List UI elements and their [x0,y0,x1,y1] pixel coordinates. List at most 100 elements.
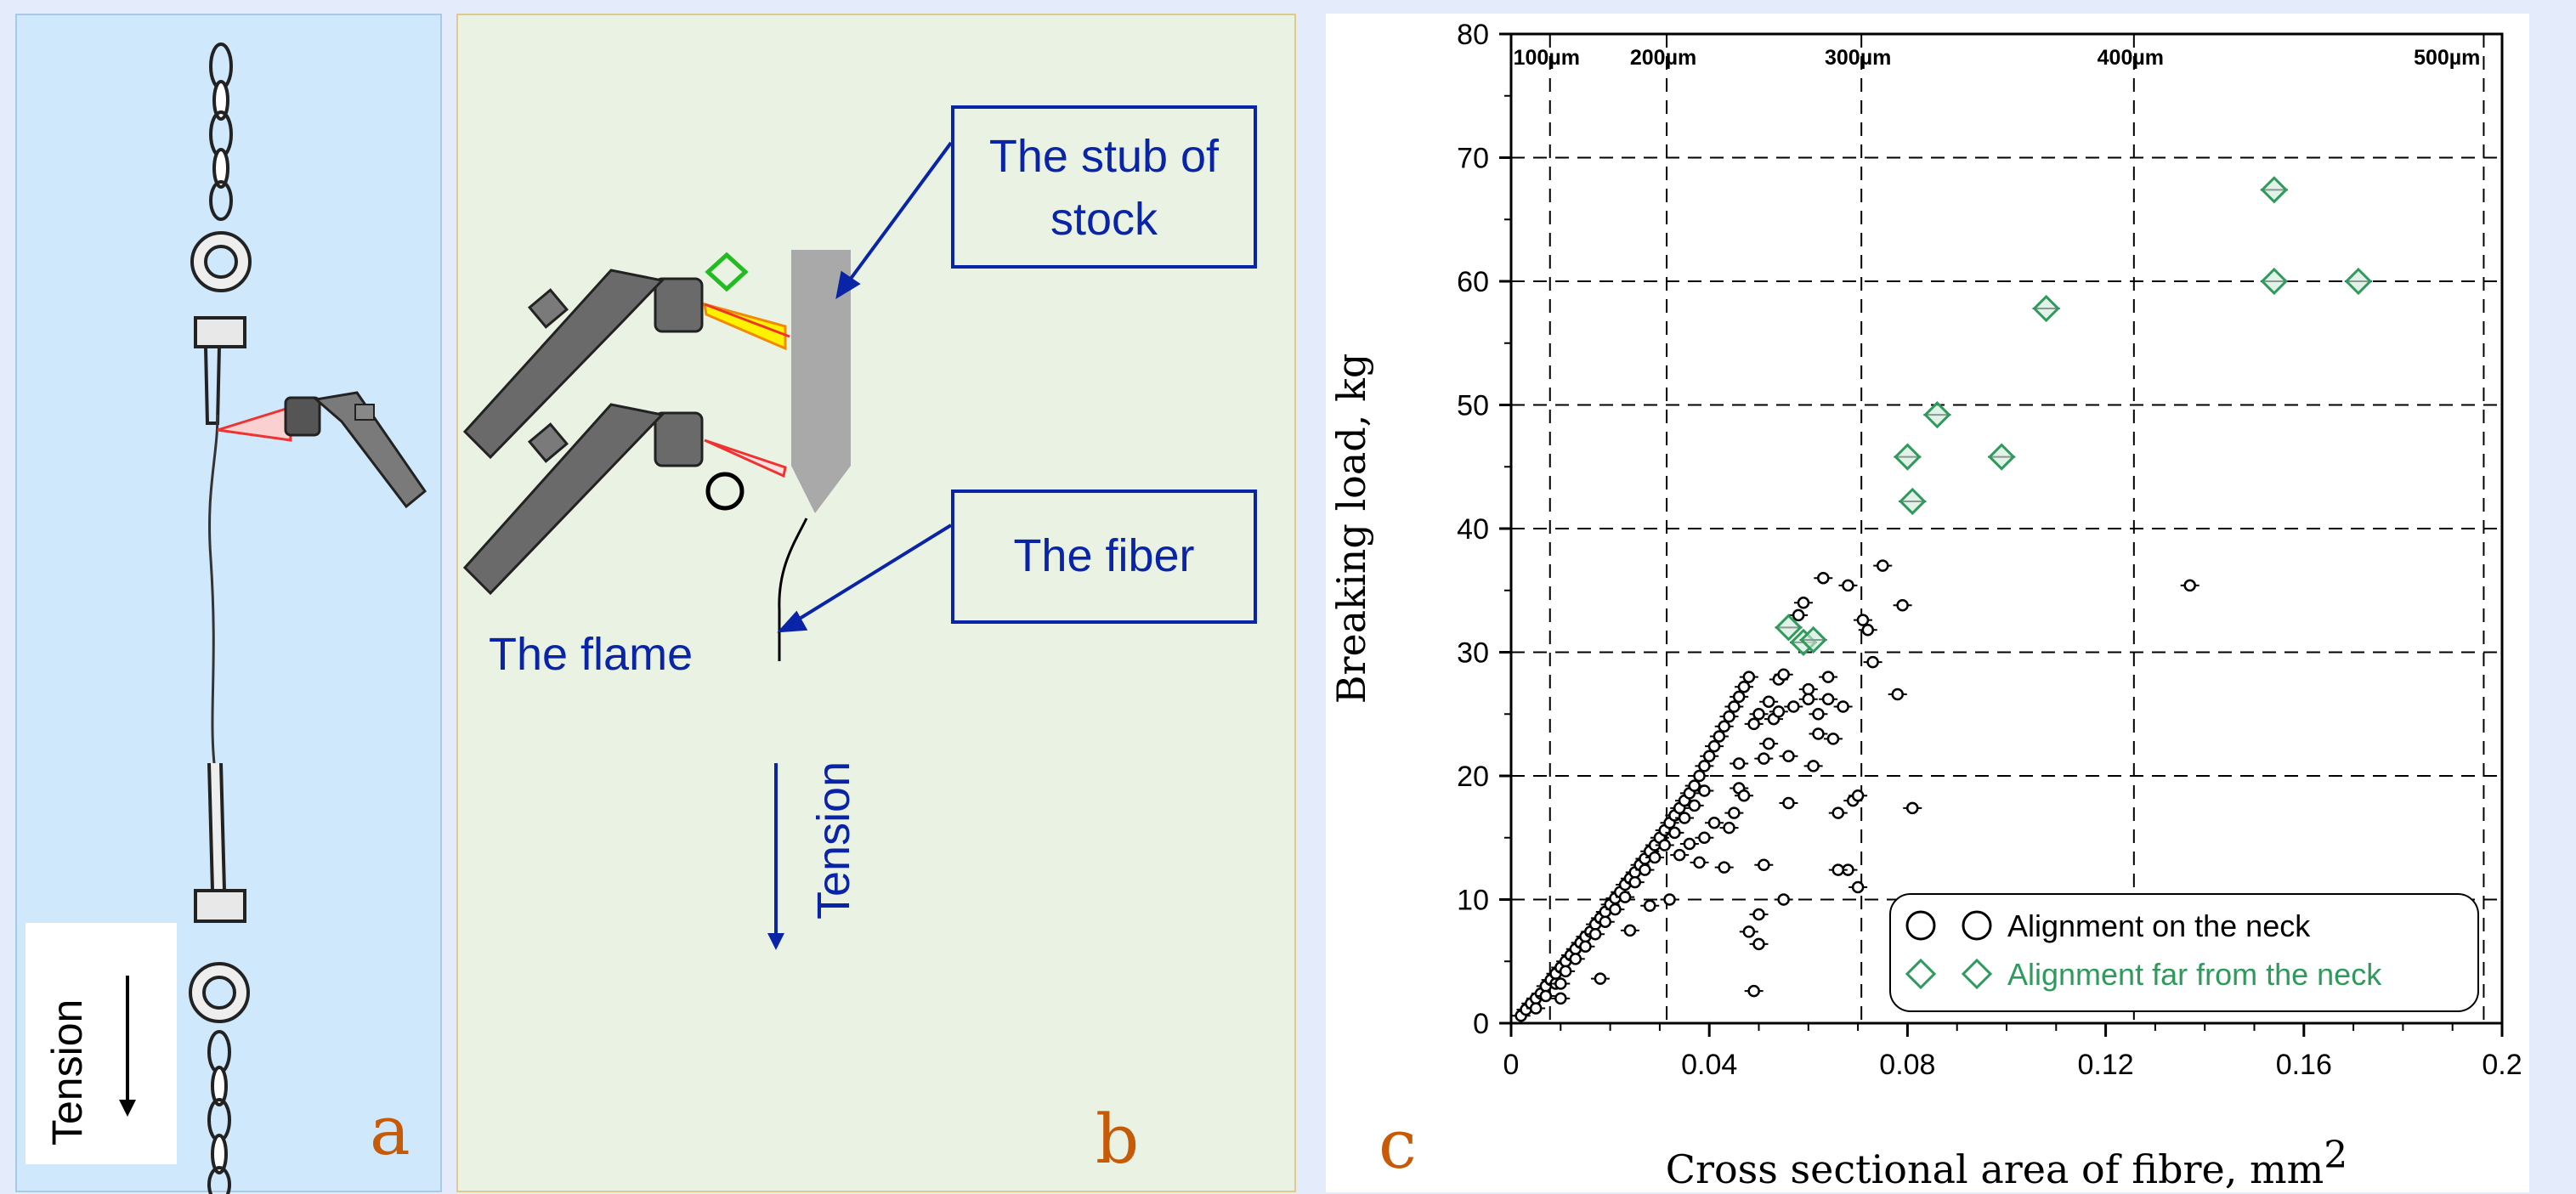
neck-data-point [1526,1002,1546,1015]
neck-marker [1668,826,1681,840]
neck-data-point [1730,690,1749,704]
neck-marker [1732,690,1746,704]
neck-data-point [1695,831,1714,844]
far-data-point [1894,443,1922,471]
panel-b: The stub of stock The fiber The flame Te… [456,14,1296,1192]
neck-marker [1529,1002,1543,1015]
neck-marker [1554,992,1567,1005]
neck-data-point [1798,682,1818,696]
neck-data-point [1735,789,1754,802]
neck-data-point [1809,708,1828,721]
tension-arrow-icon [767,763,784,950]
neck-data-point [1645,851,1665,864]
neck-data-point [2180,579,2200,592]
y-tick-label: 60 [1457,266,1489,298]
neck-data-point [1565,953,1585,965]
upper-torch-icon [462,269,790,460]
neck-marker [1639,863,1651,876]
neck-marker [1723,710,1735,723]
y-tick-label: 10 [1457,885,1489,917]
neck-data-point [1749,937,1769,951]
neck-marker [1747,717,1760,731]
tension-label-b: Tension [808,761,859,920]
far-marker [2260,267,2288,296]
neck-marker [1777,893,1790,906]
diameter-label: 200µm [1630,46,1696,70]
neck-marker [1842,579,1854,592]
legend-box [1889,893,2479,1012]
y-tick-label: 80 [1457,19,1489,51]
x-tick-label: 0 [1503,1049,1520,1081]
neck-data-point [1679,837,1699,851]
neck-data-point [1605,903,1625,916]
neck-data-point [1739,671,1758,683]
neck-marker [1728,806,1741,819]
neck-marker [1851,880,1865,894]
neck-marker [1658,839,1671,852]
neck-marker [1718,861,1730,874]
neck-data-point [1823,733,1843,745]
neck-marker [1782,750,1795,762]
neck-marker [1812,727,1825,740]
pointer-arrows [777,141,953,633]
neck-data-point [1754,752,1774,765]
stock-stub-shape [791,250,851,513]
neck-data-point [1695,760,1714,772]
neck-marker [1762,737,1775,750]
tension-box [25,923,177,1164]
neck-marker [1891,688,1904,701]
neck-data-point [1576,940,1595,954]
neck-data-point [1793,597,1813,609]
breaking-load-chart: 100µm 200µm 300µm 400µm 500µm 0 10 20 30 40 50 60 7… [1328,19,2522,1192]
neck-marker [1554,977,1567,990]
fiber-label: The fiber [1013,530,1194,581]
neck-data-point [1863,655,1882,669]
neck-marker [1772,705,1786,718]
far-data-point [1988,443,2016,471]
y-tick-label: 30 [1457,637,1489,670]
neck-data-point [1873,559,1893,572]
neck-data-point [1848,789,1868,802]
neck-data-point [1695,784,1714,797]
neck-data-point [1759,695,1779,708]
neck-marker [1821,693,1835,706]
far-data-point [1799,625,1827,654]
diamond-marker-icon [705,252,749,292]
neck-marker [1777,668,1790,681]
neck-marker [1758,752,1770,765]
neck-data-point [1838,579,1858,592]
neck-marker [1628,875,1641,889]
neck-data-point [1749,908,1769,921]
down-arrow-icon [119,976,136,1117]
legend-neck-label: Alignment on the neck [2007,908,2311,943]
neck-data-point [1709,730,1729,743]
torch-icon [217,391,427,509]
neck-marker [1752,937,1765,951]
far-data-point [1899,487,1927,516]
fibre-line [208,414,219,764]
neck-marker [1618,891,1632,903]
neck-marker [1802,693,1815,706]
neck-marker [1713,730,1726,743]
neck-marker [2183,579,2196,592]
plot-frame [1509,32,2504,1025]
legend-far-marker-icon [1905,958,1937,990]
far-data-point [2260,176,2288,204]
lower-chain-icon [189,762,250,1194]
y-tick-label: 50 [1457,390,1489,422]
neck-data-point [1625,875,1645,889]
neck-data-point [1848,880,1868,894]
neck-marker [1588,927,1602,941]
diameter-label: 100µm [1514,46,1580,70]
neck-marker [1673,848,1686,862]
neck-data-point [1735,680,1754,693]
neck-data-point [1536,989,1555,1003]
tensile-rig-drawing: Tension a [25,42,427,1194]
legend-neck-marker-icon-2 [1962,910,1992,941]
neck-data-point [1809,727,1828,740]
neck-marker [1678,812,1691,824]
neck-data-point [1744,984,1764,998]
far-marker [1923,401,1951,429]
neck-marker [1698,760,1711,772]
neck-marker [1579,940,1592,954]
